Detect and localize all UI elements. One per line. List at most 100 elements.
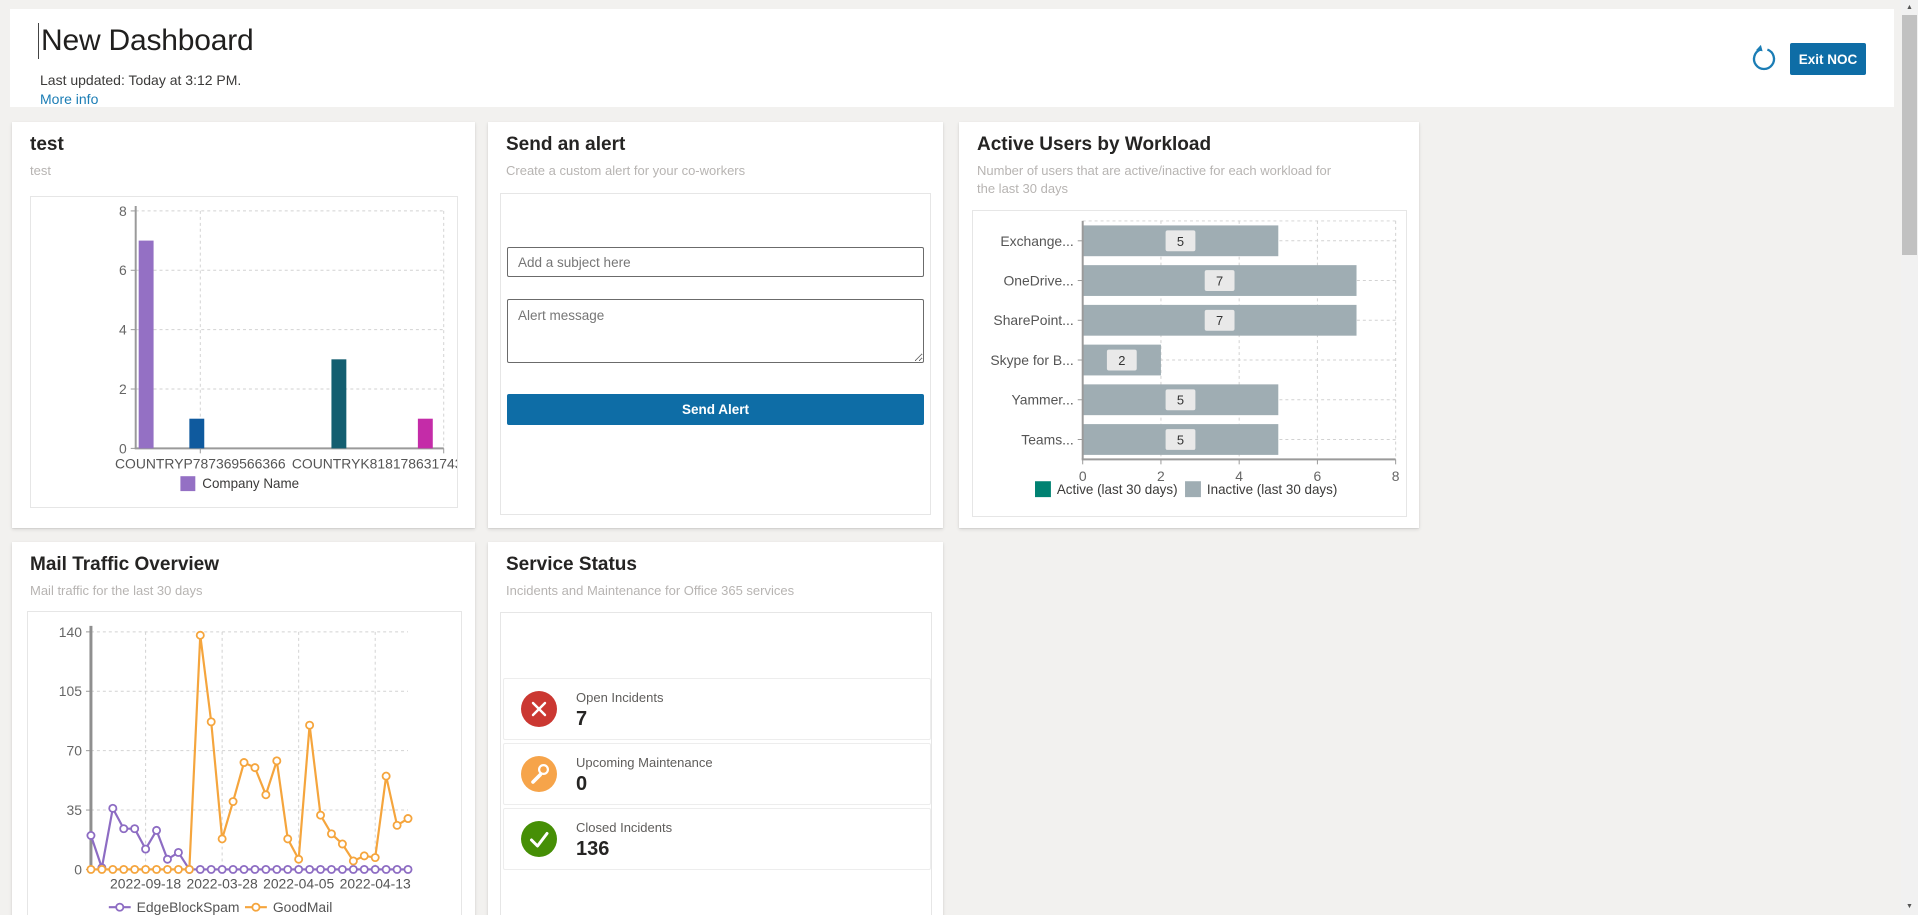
- bar-COUNTRYP787369566366-0: [138, 240, 154, 449]
- mail-traffic-chart: 0 35 70 105 140 2022-09-18 2022-03-28 2022-04-0…: [27, 611, 462, 915]
- card-active-users-title: Active Users by Workload: [977, 134, 1212, 155]
- refresh-icon[interactable]: [1750, 44, 1778, 72]
- svg-text:6: 6: [119, 262, 127, 278]
- svg-text:OneDrive...: OneDrive...: [1004, 273, 1074, 289]
- legend-label: EdgeBlockSpam: [137, 899, 240, 915]
- card-send-alert: Send an alert Create a custom alert for …: [488, 122, 943, 528]
- text-cursor: [38, 23, 39, 59]
- card-mail-traffic: Mail Traffic Overview Mail traffic for t…: [12, 542, 475, 915]
- status-row: Upcoming Maintenance 0: [503, 743, 931, 805]
- svg-text:COUNTRYK818178631743: COUNTRYK818178631743: [292, 455, 458, 471]
- scrollbar-thumb[interactable]: [1902, 15, 1917, 255]
- card-service-status: Service Status Incidents and Maintenance…: [488, 542, 943, 915]
- send-alert-button[interactable]: Send Alert: [507, 394, 924, 425]
- value-badge: [1204, 270, 1235, 291]
- svg-text:Teams...: Teams...: [1021, 431, 1073, 447]
- svg-text:5: 5: [1177, 393, 1184, 408]
- svg-text:Yammer...: Yammer...: [1011, 392, 1073, 408]
- svg-text:Inactive (last 30 days): Inactive (last 30 days): [1207, 482, 1337, 497]
- svg-text:105: 105: [59, 683, 82, 699]
- card-send-alert-subtitle: Create a custom alert for your co-worker…: [506, 163, 746, 178]
- svg-text:0: 0: [74, 861, 82, 877]
- bar-COUNTRYP787369566366-1: [189, 418, 205, 449]
- svg-text:0: 0: [1079, 468, 1087, 484]
- status-value: 0: [576, 773, 588, 795]
- scrollbar-down-arrow[interactable]: ▼: [1906, 903, 1913, 910]
- svg-text:2022-04-13: 2022-04-13: [340, 875, 411, 891]
- card-service-status-subtitle: Incidents and Maintenance for Office 365…: [506, 583, 795, 598]
- dashboard-header: New Dashboard Last updated: Today at 3:1…: [10, 9, 1894, 107]
- card-mail-traffic-subtitle: Mail traffic for the last 30 days: [30, 583, 203, 598]
- wrench-circle-icon: [521, 756, 557, 792]
- svg-text:5: 5: [1177, 234, 1184, 249]
- card-service-status-title: Service Status: [506, 554, 637, 575]
- vertical-scrollbar[interactable]: ▲ ▼: [1901, 0, 1918, 915]
- card-active-users-subtitle: Number of users that are active/inactive…: [977, 163, 1332, 196]
- status-row: Open Incidents 7: [503, 678, 931, 740]
- alert-message-textarea[interactable]: [507, 299, 924, 363]
- svg-text:7: 7: [1216, 274, 1223, 289]
- legend-label: GoodMail: [273, 899, 333, 915]
- svg-text:5: 5: [1177, 432, 1184, 447]
- legend-swatch: [180, 476, 196, 492]
- bar-COUNTRYK818178631743-3: [417, 418, 433, 449]
- svg-text:2: 2: [1157, 468, 1165, 484]
- line-EdgeBlockSpam: [89, 805, 409, 873]
- status-value: 7: [576, 708, 588, 730]
- svg-text:4: 4: [119, 322, 127, 338]
- svg-text:Active (last 30 days): Active (last 30 days): [1057, 482, 1178, 497]
- service-status-list: Open Incidents 7 Upcoming Maintenance 0 Clos…: [500, 612, 932, 915]
- bar-COUNTRYK818178631743-2: [331, 359, 347, 449]
- svg-text:Company Name: Company Name: [202, 476, 299, 491]
- svg-text:35: 35: [67, 802, 83, 818]
- svg-text:8: 8: [119, 203, 127, 219]
- svg-text:4: 4: [1235, 468, 1243, 484]
- page-title[interactable]: New Dashboard: [41, 24, 254, 57]
- svg-text:Skype for B...: Skype for B...: [990, 352, 1073, 368]
- svg-text:2: 2: [1118, 353, 1125, 368]
- status-label: Upcoming Maintenance: [576, 755, 713, 770]
- value-badge: [1165, 230, 1196, 252]
- alert-subject-input[interactable]: [507, 247, 924, 277]
- card-send-alert-title: Send an alert: [506, 134, 626, 155]
- svg-text:COUNTRYP787369566366: COUNTRYP787369566366: [115, 455, 286, 471]
- value-badge: [1165, 389, 1196, 411]
- x-circle-icon: [521, 691, 557, 727]
- legend-swatch-inactive: [1185, 481, 1201, 498]
- card-test-subtitle: test: [30, 163, 51, 178]
- card-mail-traffic-title: Mail Traffic Overview: [30, 554, 220, 575]
- active-users-chart: 0 2 4 6 8 5 Exchange... 7 OneDrive... 7 SharePoint…: [972, 210, 1407, 517]
- svg-text:7: 7: [1216, 313, 1223, 328]
- exit-noc-button[interactable]: Exit NOC: [1790, 43, 1866, 75]
- value-badge: [1165, 429, 1196, 450]
- check-circle-icon: [521, 821, 557, 857]
- legend-swatch-active: [1035, 481, 1051, 498]
- company-bar-chart: 0 2 4 6 8 COUNTRYP787369566366 COUNTRYK8181786…: [30, 196, 458, 508]
- value-badge: [1204, 309, 1235, 331]
- svg-text:8: 8: [1392, 468, 1400, 484]
- svg-text:140: 140: [59, 624, 82, 640]
- value-badge: [1106, 349, 1137, 371]
- svg-text:6: 6: [1314, 468, 1322, 484]
- svg-text:2022-04-05: 2022-04-05: [263, 875, 334, 891]
- card-active-users: Active Users by Workload Number of users…: [959, 122, 1419, 528]
- last-updated-text: Last updated: Today at 3:12 PM.: [40, 72, 242, 88]
- more-info-link[interactable]: More info: [40, 91, 99, 107]
- svg-text:70: 70: [67, 743, 83, 759]
- status-value: 136: [576, 838, 610, 860]
- title-wrap: New Dashboard: [38, 23, 254, 59]
- status-label: Closed Incidents: [576, 820, 673, 835]
- svg-text:SharePoint...: SharePoint...: [993, 312, 1073, 328]
- card-test: test test 0 2 4 6 8 COUNTRYP787369566366 COUNT…: [12, 122, 475, 528]
- status-row: Closed Incidents 136: [503, 808, 931, 870]
- svg-text:Exchange...: Exchange...: [1000, 233, 1073, 249]
- scrollbar-up-arrow[interactable]: ▲: [1906, 4, 1913, 11]
- svg-text:2022-03-28: 2022-03-28: [187, 875, 258, 891]
- svg-text:2022-09-18: 2022-09-18: [110, 875, 181, 891]
- send-alert-panel: Send Alert: [500, 193, 931, 515]
- svg-text:2: 2: [119, 381, 127, 397]
- status-label: Open Incidents: [576, 690, 664, 705]
- card-test-title: test: [30, 134, 64, 155]
- svg-text:0: 0: [119, 440, 127, 456]
